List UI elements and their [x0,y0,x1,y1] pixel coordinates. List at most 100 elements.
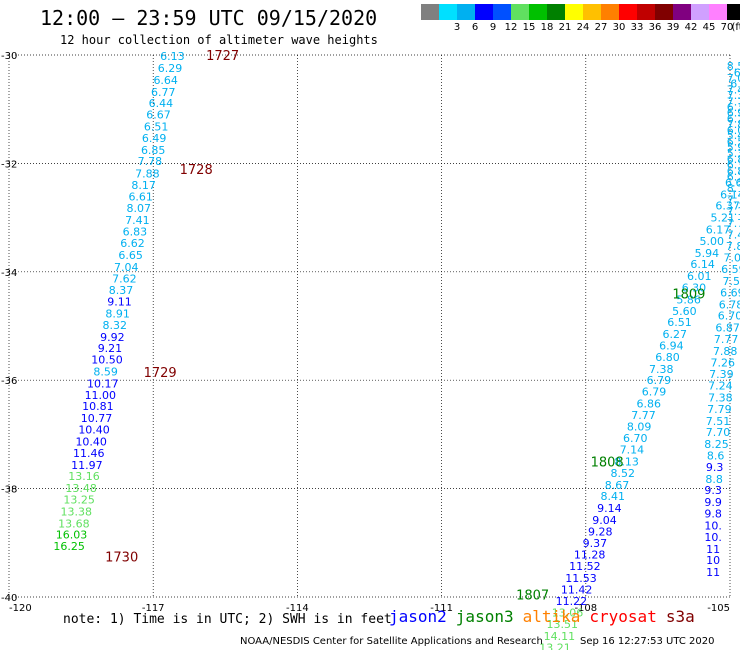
longitude-tick-label: -120 [9,603,32,614]
wave-height-value: 6.14 [690,258,715,271]
scale-label: 3 [453,22,461,33]
wave-height-value: 6.30 [682,282,707,295]
wave-height-value: 14.11 [544,630,576,643]
wave-height-value: 6.61 [128,190,153,203]
wave-height-value: 8.13 [614,456,639,469]
wave-height-value: 6.14 [720,188,740,201]
longitude-tick-label: -111 [430,603,453,614]
wave-height-value: 16.03 [56,529,88,542]
wave-height-value: 6.86 [637,398,662,411]
wave-height-value: 11.42 [561,583,593,596]
scale-label: 36 [648,22,662,33]
wave-height-value: 10.77 [81,412,113,425]
latitude-tick-label: -36 [1,376,17,387]
scale-swatch [601,4,619,20]
wave-height-value: 6.85 [141,144,166,157]
wave-height-value: 7.75 [727,194,740,207]
wave-height-value: 7.74 [727,217,740,230]
wave-height-value: 6.94 [659,340,684,353]
units-note: note: 1) Time is in UTC; 2) SWH is in fe… [63,612,392,627]
latitude-tick-label: -40 [1,593,17,604]
wave-height-value: 9.21 [98,342,123,355]
wave-height-value: 6.03 [727,124,740,137]
wave-height-value: 7.44 [727,84,740,97]
wave-height-value: 11.46 [73,447,105,460]
wave-height-value: 8.8 [705,473,723,486]
wave-height-value: 9.11 [107,296,132,309]
wave-height-value: 6.67 [146,109,171,122]
wave-height-value: 10.40 [78,424,110,437]
wave-height-value: 7.88 [135,168,160,181]
scale-swatch [547,4,565,20]
map-grid: -120 -117 -114 -111 -108 -105 -30 -32 -34 -36 -38 -… [1,51,731,614]
wave-height-value: 7.03 [724,252,740,265]
legend-cryosat: cryosat [589,607,657,626]
wave-height-value: 5.86 [676,293,701,306]
wave-height-value: 10.81 [82,400,114,413]
scale-swatch [637,4,655,20]
pass-time-label: 1727 [206,49,239,64]
wave-height-value: 11.28 [574,549,606,562]
wave-height-value: 6.44 [149,97,174,110]
wave-height-value: 11.00 [85,389,117,402]
wave-height-value: 6.51 [727,136,740,149]
scale-swatch [493,4,511,20]
page-title: 12:00 – 23:59 UTC 09/15/2020 [40,6,378,30]
longitude-tick-label: -108 [574,603,597,614]
wave-height-value: 6.17 [706,224,731,237]
track-center: 8.517.077.447.736.907.835.455.996.806.86… [539,60,740,650]
satellite-legend: jason2 jason3 altika cryosat s3a [389,607,704,626]
wave-height-value: 8.59 [93,366,118,379]
longitude-tick-label: -117 [142,603,165,614]
wave-height-value: 8.07 [127,202,152,215]
wave-height-value: 7.56 [723,275,740,288]
scale-label: 18 [540,22,554,33]
wave-height-value: 6.37 [715,200,740,213]
longitude-tick-label: -114 [286,603,309,614]
wave-height-value: 7.79 [707,403,732,416]
wave-height-value: 6.79 [647,374,672,387]
wave-height-value: 6.80 [655,351,680,364]
wave-height-value: 7.78 [138,155,163,168]
scale-swatch [673,4,691,20]
wave-height-value: 9.37 [583,537,608,550]
wave-height-value: 7.41 [125,214,150,227]
wave-height-value: 6.70 [623,432,648,445]
wave-height-value: 7.77 [631,409,656,422]
pass-time-label: 1809 [672,287,705,302]
wave-height-value: 6.31 [727,101,740,114]
wave-height-value: 7.38 [649,363,674,376]
track-west: 6.136.296.646.776.446.676.516.496.857.78… [53,50,184,553]
scale-swatch [709,4,727,20]
wave-height-value: 13.68 [58,517,90,530]
wave-height-value: 16.25 [53,540,85,553]
wave-height-value: 9.14 [597,502,622,515]
time-labels: 17271728172917301809180818071818 [105,49,705,603]
wave-height-value: 7.39 [709,368,734,381]
wave-height-value: 10. [704,531,722,544]
wave-height-value: 7.83 [727,118,740,131]
wave-height-value: 8.37 [109,284,134,297]
scale-unit: (ft) [731,22,740,33]
scale-swatch [619,4,637,20]
wave-height-value: 6.65 [118,249,143,262]
wave-height-value: 6.78 [719,298,740,311]
latitude-tick-label: -30 [1,51,17,62]
wave-height-value: 6.29 [158,62,183,75]
wave-height-value: 6.62 [120,237,145,250]
wave-height-value: 6.59 [721,263,740,276]
wave-height-value: 6.70 [718,310,740,323]
wave-height-value: 8.51 [727,60,740,73]
longitude-tick-label: -105 [707,603,730,614]
wave-height-value: 8.41 [600,490,625,503]
wave-height-value: 8.17 [131,179,156,192]
pass-time-label: 1728 [180,163,213,178]
wave-height-value: 7.24 [708,380,733,393]
wave-height-value: 6.87 [715,322,740,335]
wave-height-value: 7.47 [727,228,740,241]
scale-label: 39 [666,22,680,33]
wave-height-value: 7.26 [711,356,736,369]
wave-height-value: 7.14 [620,444,645,457]
wave-height-value: 5.00 [699,235,724,248]
wave-height-value: 11.53 [565,572,597,585]
